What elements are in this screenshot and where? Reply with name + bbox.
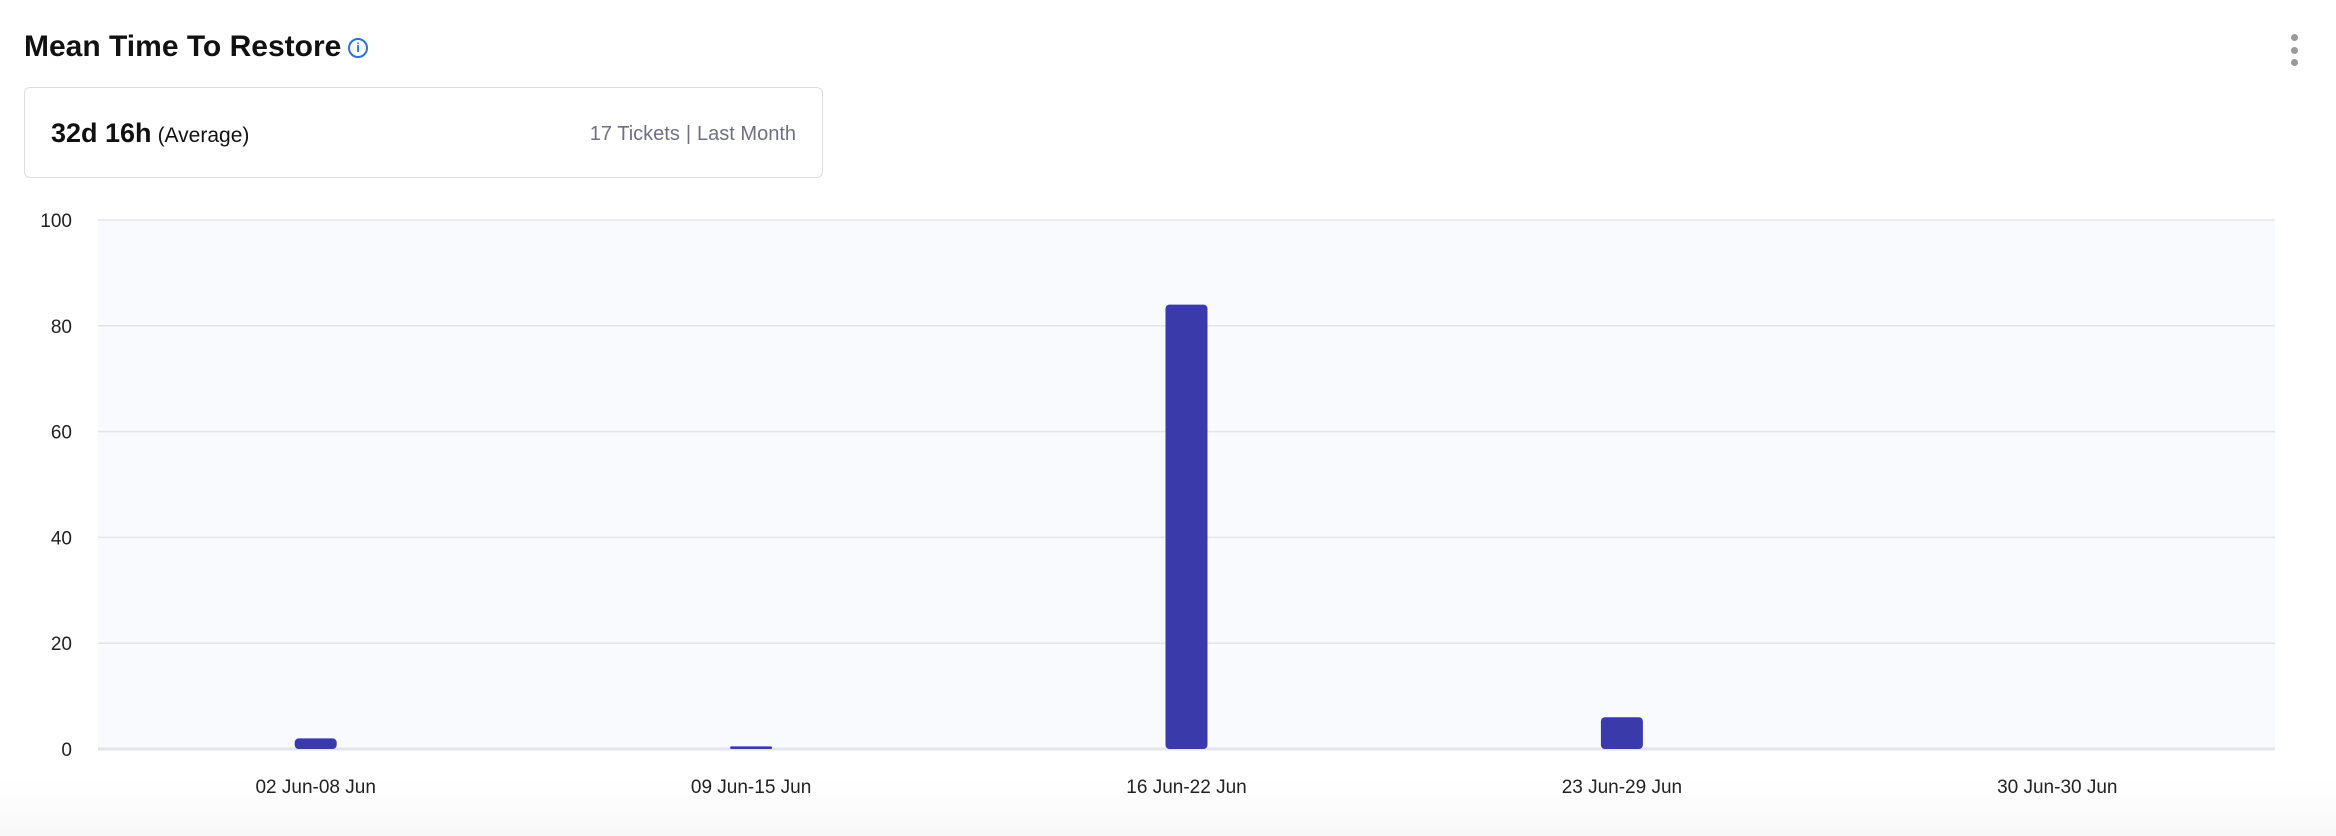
average-value: 32d 16h (Average)	[51, 118, 249, 149]
y-tick-label: 40	[51, 528, 72, 549]
y-tick-label: 80	[51, 317, 72, 338]
x-tick-label: 16 Jun-22 Jun	[1126, 777, 1246, 798]
kebab-menu-icon[interactable]	[2288, 34, 2300, 66]
y-tick-label: 100	[40, 211, 72, 232]
info-icon[interactable]: i	[348, 38, 368, 58]
y-tick-label: 0	[61, 740, 72, 761]
x-tick-label: 02 Jun-08 Jun	[255, 777, 375, 798]
tickets-count: 17 Tickets	[589, 123, 680, 145]
bar	[730, 746, 773, 749]
x-tick-label: 30 Jun-30 Jun	[1997, 777, 2117, 798]
bar	[1600, 717, 1643, 749]
period-label: Last Month	[697, 123, 796, 145]
summary-meta: 17 Tickets | Last Month	[590, 123, 796, 146]
separator: |	[685, 123, 692, 145]
bar	[1165, 304, 1208, 749]
average-label: (Average)	[157, 124, 250, 147]
value-text: 32d 16h	[51, 118, 152, 148]
y-tick-label: 60	[51, 423, 72, 444]
x-tick-label: 09 Jun-15 Jun	[691, 777, 811, 798]
y-tick-label: 20	[51, 634, 72, 655]
page-title: Mean Time To Restore	[24, 30, 342, 63]
x-tick-label: 23 Jun-29 Jun	[1562, 777, 1682, 798]
summary-card: 32d 16h (Average) 17 Tickets | Last Month	[24, 87, 823, 178]
bar	[294, 738, 337, 749]
